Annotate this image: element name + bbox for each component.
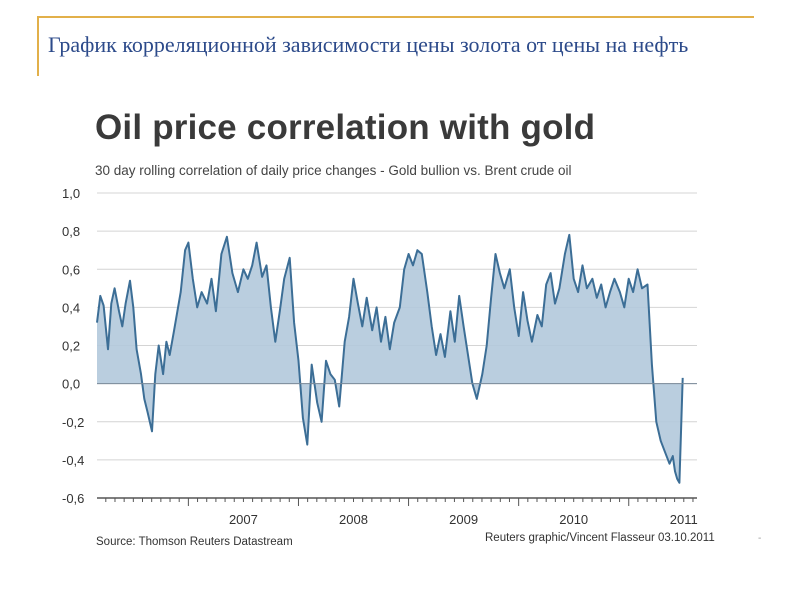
y-tick-label: -0,4 <box>62 453 84 468</box>
x-tick-label: 2008 <box>339 512 368 527</box>
y-tick-label: 1,0 <box>62 186 80 201</box>
y-tick-label: 0,6 <box>62 262 80 277</box>
corner-mark: - <box>758 533 762 544</box>
slide-frame-top-line <box>38 16 754 18</box>
x-tick-label: 2007 <box>229 512 258 527</box>
correlation-line <box>96 233 684 484</box>
y-tick-label: 0,2 <box>62 339 80 354</box>
y-tick-label: -0,6 <box>62 491 84 506</box>
x-tick-label: 2011 <box>670 512 698 527</box>
correlation-area-fill <box>97 234 683 483</box>
slide-frame-left-line <box>37 16 39 76</box>
chart-subtitle: 30 day rolling correlation of daily pric… <box>95 163 572 178</box>
y-tick-label: -0,2 <box>62 415 84 430</box>
credit-note: Reuters graphic/Vincent Flasseur 03.10.2… <box>485 532 715 544</box>
slide-title: График корреляционной зависимости цены з… <box>48 32 689 57</box>
x-tick-label: 2010 <box>559 512 588 527</box>
chart-title: Oil price correlation with gold <box>95 108 596 147</box>
y-axis-ticks: 1,0 0,8 0,6 0,4 0,2 0,0 -0,2 -0,4 -0,6 <box>62 186 84 506</box>
x-tick-label: 2009 <box>449 512 478 527</box>
y-tick-label: 0,8 <box>62 224 80 239</box>
source-note: Source: Thomson Reuters Datastream <box>96 536 293 548</box>
x-axis-ticks: 2007 2008 2009 2010 2011 <box>105 498 698 527</box>
y-tick-label: 0,4 <box>62 300 80 315</box>
y-tick-label: 0,0 <box>62 377 80 392</box>
